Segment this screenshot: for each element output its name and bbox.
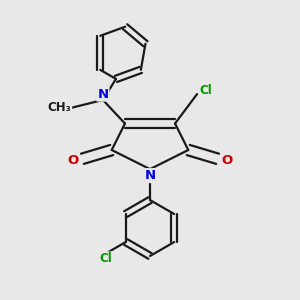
Text: N: N [144,169,156,182]
Text: N: N [97,88,109,100]
Text: Cl: Cl [99,252,112,265]
Text: O: O [68,154,79,167]
Text: CH₃: CH₃ [47,101,71,114]
Text: Cl: Cl [199,84,212,97]
Text: O: O [221,154,232,167]
